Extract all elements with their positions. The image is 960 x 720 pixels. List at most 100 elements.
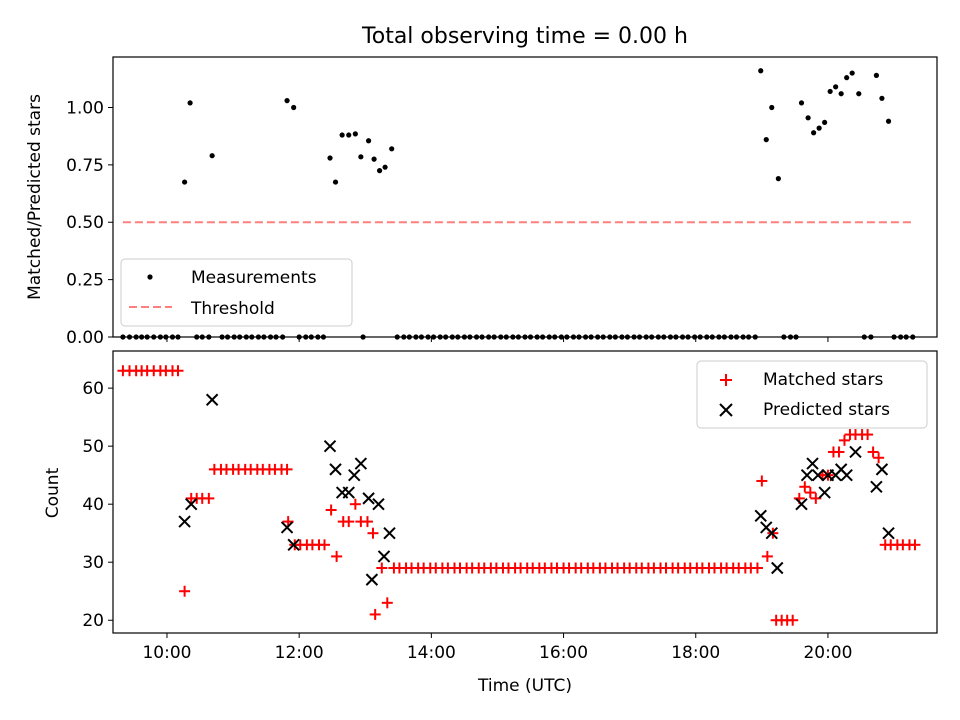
legend-predicted-marker — [719, 403, 733, 417]
predicted-star-point — [882, 526, 895, 540]
measurement-point — [327, 155, 333, 161]
bottom-panel-ticks: 20 30 40 50 60 10:00 12:00 14:00 16:00 18:00 20:00 — [82, 379, 852, 663]
legend-threshold-label: Threshold — [190, 299, 275, 319]
matched-star-point — [833, 446, 845, 458]
matched-star-point — [804, 487, 816, 499]
predicted-star-point — [771, 561, 784, 575]
top-panel: Total observing time = 0.00 h 0.000.250.… — [25, 24, 938, 348]
predicted-star-point — [365, 573, 379, 586]
predicted-star-point — [377, 550, 391, 563]
predicted-star-point — [287, 538, 300, 552]
predicted-star-point — [800, 468, 814, 482]
bottom-panel-marks — [117, 365, 921, 626]
measurement-point — [182, 179, 188, 185]
measurement-point — [376, 168, 383, 174]
predicted-star-point — [185, 497, 198, 511]
measurement-point — [346, 132, 352, 138]
matched-star-point — [381, 597, 393, 609]
predicted-star-point — [806, 457, 819, 470]
measurement-point — [816, 125, 822, 131]
matched-star-point — [319, 539, 331, 551]
matched-star-point — [349, 498, 361, 510]
predicted-star-point — [372, 497, 385, 511]
predicted-star-point — [178, 515, 191, 528]
predicted-star-point — [348, 468, 361, 482]
predicted-star-point — [765, 526, 778, 540]
predicted-star-point — [323, 439, 337, 453]
measurement-point — [187, 100, 193, 106]
predicted-star-point — [354, 457, 368, 470]
matched-star-point — [838, 434, 850, 446]
matched-star-point — [367, 527, 379, 539]
top-panel-frame — [112, 56, 938, 338]
measurement-point — [291, 104, 297, 111]
predicted-star-point — [329, 463, 342, 476]
bottom-panel: 20 30 40 50 60 10:00 12:00 14:00 16:00 18:00 20:00… — [43, 350, 938, 696]
y-tick-label: 50 — [82, 437, 104, 457]
x-axis-label: Time (UTC) — [477, 676, 572, 696]
measurement-point — [389, 146, 395, 152]
y-tick-label: 1.00 — [66, 98, 104, 118]
matched-star-point — [369, 608, 381, 620]
bottom-legend: Matched stars Predicted stars — [696, 360, 928, 429]
y-tick-label: 0.25 — [66, 271, 104, 291]
measurement-point — [822, 119, 828, 126]
matched-star-point — [331, 550, 343, 562]
legend-measurements-marker — [147, 274, 153, 280]
x-tick-label: 16:00 — [539, 643, 588, 663]
measurement-point — [885, 118, 892, 124]
y-tick-label: 40 — [82, 495, 104, 515]
measurement-point — [358, 154, 364, 160]
matched-star-point — [756, 475, 768, 487]
measurement-point — [365, 138, 372, 144]
chart-title: Total observing time = 0.00 h — [361, 24, 688, 49]
measurement-point — [332, 179, 339, 185]
predicted-star-point — [840, 468, 853, 482]
measurement-point — [805, 115, 811, 121]
matched-star-point — [361, 516, 373, 528]
y-tick-label: 0.50 — [66, 213, 104, 233]
matched-star-point — [281, 463, 293, 475]
measurement-point — [382, 164, 388, 170]
matched-star-point — [376, 562, 388, 574]
matched-star-point — [867, 446, 879, 458]
measurement-point — [284, 98, 290, 104]
bottom-legend-box — [696, 360, 928, 429]
y-tick-label: 60 — [82, 379, 104, 399]
top-panel-ticks: 0.00 0.25 0.50 0.75 1.00 — [66, 98, 829, 348]
measurement-point — [339, 132, 345, 138]
matched-star-point — [787, 614, 799, 626]
measurement-point — [209, 153, 215, 159]
top-legend-box — [120, 258, 353, 327]
top-y-axis-label: Matched/Predicted stars — [25, 94, 45, 300]
measurement-point — [763, 137, 769, 143]
measurement-point — [798, 100, 805, 106]
matched-star-point — [799, 481, 811, 493]
measurement-point — [856, 91, 862, 97]
y-tick-label: 0.75 — [66, 156, 104, 176]
measurement-point — [849, 70, 855, 76]
predicted-star-point — [875, 463, 889, 476]
matched-star-point — [325, 504, 337, 516]
measurement-point — [758, 68, 764, 74]
measurement-point — [838, 91, 844, 97]
x-tick-label: 18:00 — [671, 643, 720, 663]
x-tick-label: 12:00 — [275, 643, 324, 663]
measurement-point — [833, 84, 839, 90]
y-tick-label: 20 — [82, 611, 104, 631]
matched-star-point — [873, 452, 885, 464]
predicted-star-point — [362, 492, 375, 505]
measurement-point — [811, 130, 817, 136]
predicted-star-point — [205, 393, 219, 406]
x-tick-label: 20:00 — [803, 643, 852, 663]
predicted-star-point — [342, 486, 355, 499]
x-tick-label: 14:00 — [407, 643, 456, 663]
measurement-point — [873, 72, 880, 78]
legend-matched-label: Matched stars — [763, 370, 883, 390]
y-tick-label: 30 — [82, 553, 104, 573]
matched-star-point — [179, 585, 191, 597]
matched-star-point — [343, 516, 355, 528]
matched-star-point — [172, 365, 184, 377]
